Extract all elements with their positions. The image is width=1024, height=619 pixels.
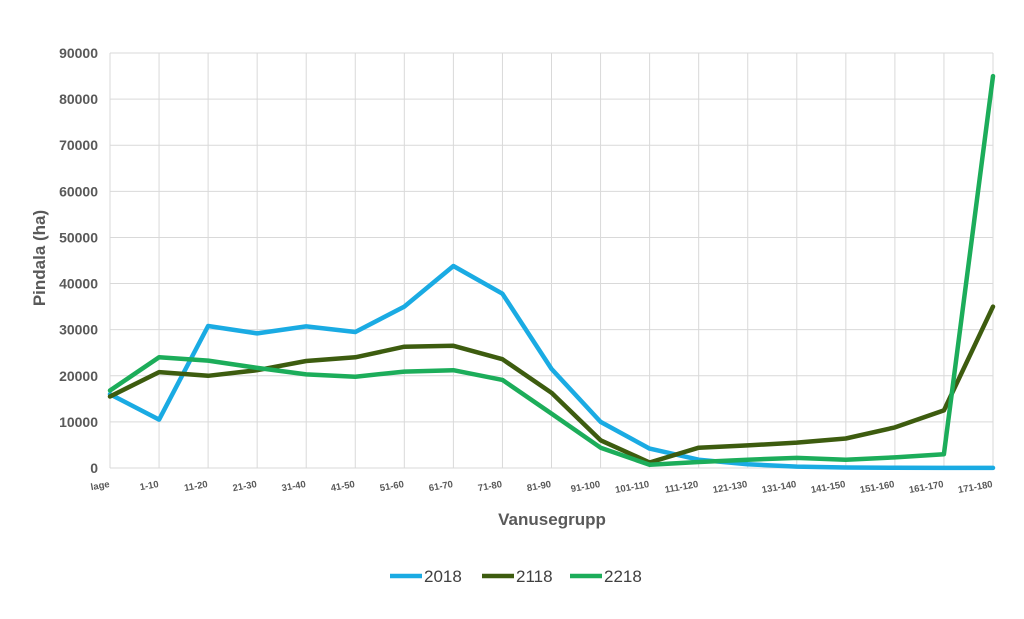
y-tick-label: 30000: [59, 322, 98, 338]
x-tick-label: 1-10: [139, 479, 160, 493]
y-tick-label: 90000: [59, 45, 98, 61]
x-axis-ticks: lage 1-10 11-20 21-30 31-40 41-50 51-60 61-70 71…: [90, 479, 994, 496]
series-line-2118: [107, 304, 996, 465]
y-tick-label: 60000: [59, 183, 98, 199]
x-axis-title: Vanusegrupp: [498, 510, 606, 529]
x-tick-label: 141-150: [810, 479, 846, 496]
y-tick-label: 10000: [59, 414, 98, 430]
legend-label-2018: 2018: [424, 567, 462, 586]
y-tick-label: 20000: [59, 368, 98, 384]
y-tick-label: 80000: [59, 91, 98, 107]
y-tick-label: 70000: [59, 137, 98, 153]
legend: 2018 2118 2218: [390, 567, 642, 586]
y-axis-title: Pindala (ha): [30, 210, 49, 306]
y-tick-label: 0: [90, 460, 98, 476]
x-tick-label: 51-60: [379, 479, 405, 494]
series-line-2218: [107, 73, 996, 468]
x-tick-label: 131-140: [761, 479, 797, 496]
y-axis-ticks: 0 10000 20000 30000 40000 50000 60000 70000 8000…: [59, 45, 98, 476]
x-tick-label: 151-160: [859, 479, 895, 496]
legend-label-2118: 2118: [516, 567, 553, 586]
series-lines: [107, 73, 996, 471]
x-tick-label: 171-180: [957, 479, 993, 496]
x-tick-label: 121-130: [712, 479, 748, 496]
x-tick-label: 31-40: [281, 479, 307, 494]
x-tick-label: 161-170: [908, 479, 944, 496]
x-tick-label: lage: [90, 479, 111, 493]
x-tick-label: 101-110: [614, 479, 650, 496]
x-tick-label: 61-70: [428, 479, 454, 494]
x-tick-label: 21-30: [232, 479, 258, 494]
x-tick-label: 91-100: [570, 479, 601, 495]
series-line-2018: [107, 263, 996, 471]
x-tick-label: 81-90: [526, 479, 552, 494]
x-tick-label: 41-50: [330, 479, 356, 494]
y-tick-label: 40000: [59, 276, 98, 292]
x-tick-label: 111-120: [664, 479, 699, 496]
gridlines: [109, 52, 994, 469]
x-tick-label: 11-20: [183, 479, 208, 494]
y-tick-label: 50000: [59, 229, 98, 245]
x-tick-label: 71-80: [477, 479, 503, 494]
legend-label-2218: 2218: [604, 567, 642, 586]
